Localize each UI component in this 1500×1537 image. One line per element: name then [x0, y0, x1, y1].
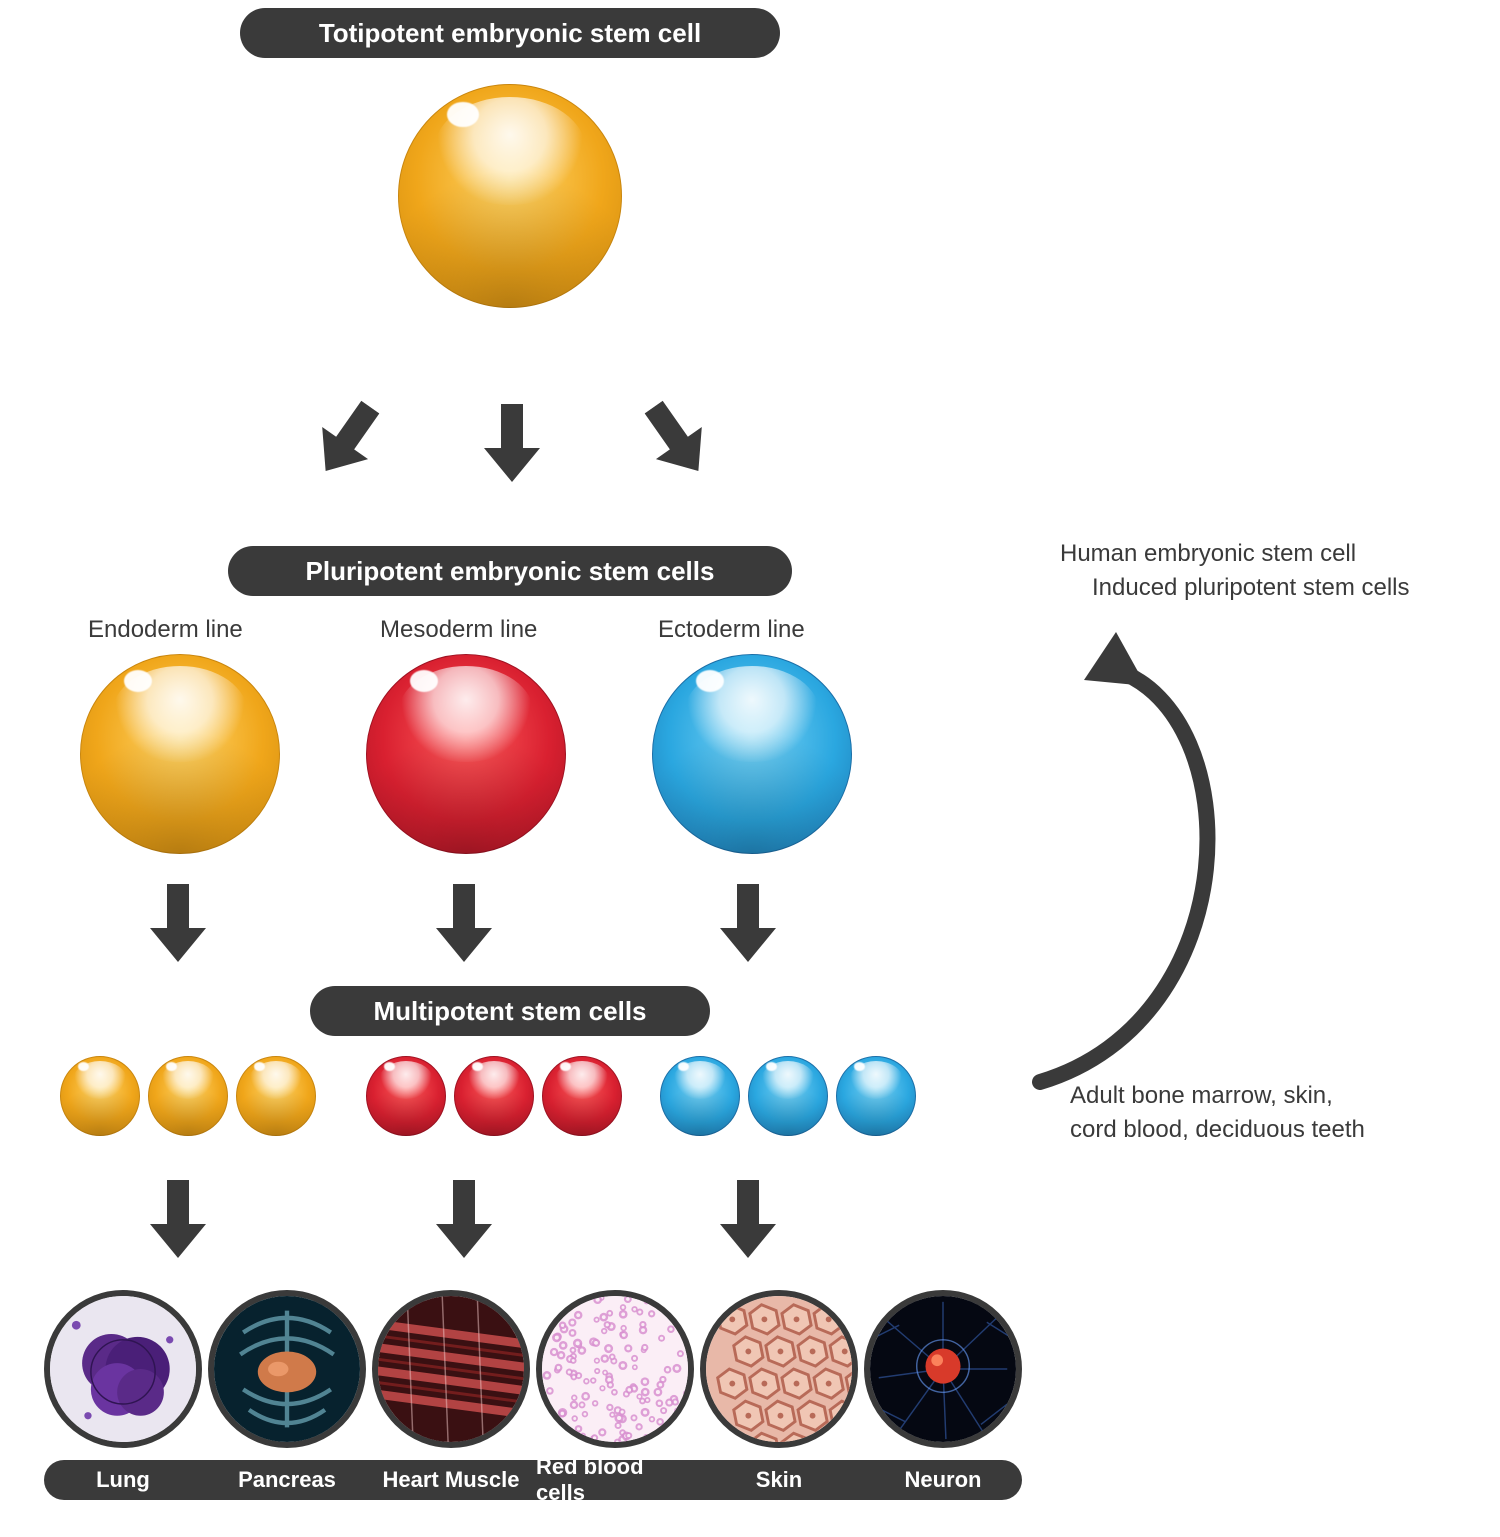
multipotent-sphere-0-2 — [236, 1056, 316, 1136]
tissue-label-neuron: Neuron — [864, 1460, 1022, 1500]
pluripotent-header: Pluripotent embryonic stem cells — [228, 546, 792, 596]
reprogramming-arrow — [1030, 620, 1260, 1090]
split-arrow-0 — [303, 391, 394, 487]
multipotent-sphere-2-2 — [836, 1056, 916, 1136]
multipotent-sphere-0-0 — [60, 1056, 140, 1136]
pluripotent-sphere-2 — [652, 654, 852, 854]
tissue-neuron — [864, 1290, 1022, 1448]
tissue-rbc — [536, 1290, 694, 1448]
tissue-label-heart: Heart Muscle — [372, 1460, 530, 1500]
split-arrow-2 — [631, 391, 722, 487]
tissue-label-lung: Lung — [44, 1460, 202, 1500]
totipotent-header: Totipotent embryonic stem cell — [240, 8, 780, 58]
split-arrow-1 — [484, 404, 540, 482]
totipotent-header-label: Totipotent embryonic stem cell — [319, 18, 701, 49]
pluripotent-header-label: Pluripotent embryonic stem cells — [306, 556, 715, 587]
side-note-bottom-1: cord blood, deciduous teeth — [1070, 1116, 1365, 1144]
tissue-label-band: LungPancreasHeart MuscleRed blood cellsS… — [44, 1460, 1022, 1500]
tissue-pancreas — [208, 1290, 366, 1448]
tissue-heart — [372, 1290, 530, 1448]
multi-down-arrow-0 — [150, 1180, 206, 1258]
multipotent-sphere-1-1 — [454, 1056, 534, 1136]
multipotent-sphere-1-0 — [366, 1056, 446, 1136]
tissue-lung — [44, 1290, 202, 1448]
pluri-down-arrow-2 — [720, 884, 776, 962]
multi-down-arrow-1 — [436, 1180, 492, 1258]
multipotent-sphere-2-1 — [748, 1056, 828, 1136]
multipotent-header: Multipotent stem cells — [310, 986, 710, 1036]
tissue-label-pancreas: Pancreas — [208, 1460, 366, 1500]
pluri-down-arrow-0 — [150, 884, 206, 962]
tissue-label-skin: Skin — [700, 1460, 858, 1500]
mesoderm-line-label: Mesoderm line — [380, 616, 537, 644]
multipotent-sphere-2-0 — [660, 1056, 740, 1136]
pluripotent-sphere-0 — [80, 654, 280, 854]
multipotent-sphere-0-1 — [148, 1056, 228, 1136]
pluripotent-sphere-1 — [366, 654, 566, 854]
tissue-skin — [700, 1290, 858, 1448]
totipotent-sphere — [398, 84, 622, 308]
pluri-down-arrow-1 — [436, 884, 492, 962]
ectoderm-line-label: Ectoderm line — [658, 616, 805, 644]
multipotent-header-label: Multipotent stem cells — [373, 996, 646, 1027]
side-note-top-0: Human embryonic stem cell — [1060, 540, 1356, 568]
multipotent-sphere-1-2 — [542, 1056, 622, 1136]
endoderm-line-label: Endoderm line — [88, 616, 243, 644]
tissue-label-rbc: Red blood cells — [536, 1460, 694, 1500]
multi-down-arrow-2 — [720, 1180, 776, 1258]
side-note-top-1: Induced pluripotent stem cells — [1092, 574, 1410, 602]
